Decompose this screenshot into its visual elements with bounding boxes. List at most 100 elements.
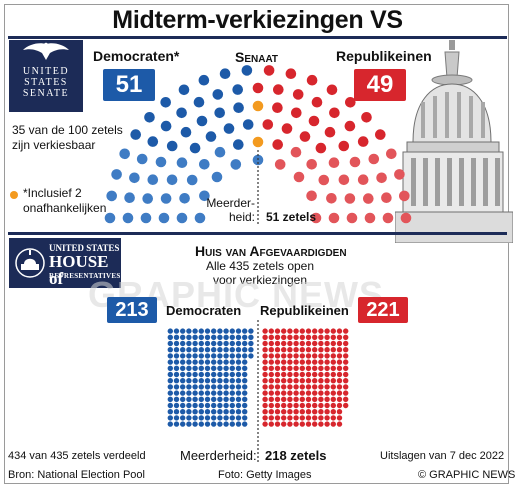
house-seat-dem bbox=[204, 378, 211, 384]
house-seat-dem bbox=[217, 384, 223, 390]
senate-seat bbox=[306, 190, 317, 202]
house-seat-rep bbox=[324, 347, 330, 353]
house-seat-dem bbox=[167, 359, 173, 365]
house-seat-rep bbox=[274, 365, 281, 371]
house-seat-dem bbox=[242, 347, 248, 353]
house-seat-dem bbox=[242, 378, 248, 384]
senate-seat bbox=[400, 212, 412, 224]
house-seat-rep bbox=[274, 334, 281, 340]
house-seat-rep bbox=[305, 365, 312, 371]
house-seat-rep bbox=[312, 396, 318, 402]
house-seat-dem bbox=[223, 328, 229, 334]
senate-seat bbox=[274, 159, 286, 170]
house-seat-rep bbox=[287, 371, 293, 378]
senate-seat bbox=[394, 169, 405, 180]
house-seat-rep bbox=[262, 409, 268, 415]
senate-seat bbox=[166, 140, 178, 152]
house-seat-dem bbox=[186, 390, 192, 396]
senate-seat bbox=[357, 136, 369, 147]
house-seat-dem bbox=[211, 396, 217, 402]
house-seat-dem bbox=[242, 421, 248, 427]
house-seat-rep bbox=[312, 390, 318, 396]
house-seat-rep bbox=[274, 353, 281, 359]
senate-seat bbox=[194, 212, 206, 224]
house-seat-dem bbox=[180, 353, 186, 359]
house-seat-dem bbox=[192, 347, 198, 353]
house-seat-rep bbox=[293, 396, 299, 402]
senate-seat bbox=[160, 97, 171, 108]
house-seat-dem bbox=[211, 415, 217, 421]
house-seat-rep bbox=[268, 353, 274, 359]
house-seat-rep bbox=[330, 415, 336, 421]
house-seat-dem bbox=[235, 334, 242, 340]
senate-seat bbox=[214, 107, 225, 119]
house-seat-rep bbox=[305, 371, 312, 378]
house-seat-dem bbox=[167, 353, 173, 359]
house-seat-rep bbox=[318, 359, 324, 365]
house-seat-rep bbox=[299, 409, 305, 415]
house-seat-rep bbox=[324, 371, 330, 378]
house-seat-dem bbox=[186, 409, 192, 415]
house-seat-dem bbox=[235, 378, 242, 384]
house-seat-rep bbox=[336, 359, 343, 365]
house-seat-dem bbox=[223, 415, 229, 421]
house-seat-dem bbox=[180, 396, 186, 402]
house-seat-dem bbox=[198, 371, 204, 378]
house-seat-dem bbox=[167, 402, 173, 409]
house-seat-dem bbox=[167, 390, 173, 396]
senate-majority-label-line: heid: bbox=[228, 210, 255, 224]
house-seat-dem bbox=[204, 402, 211, 409]
divider bbox=[8, 232, 507, 235]
house-seat-rep bbox=[281, 365, 287, 371]
house-seat-dem bbox=[173, 421, 180, 427]
house-seat-dem bbox=[173, 409, 180, 415]
house-seat-rep bbox=[305, 415, 312, 421]
house-seat-dem bbox=[180, 365, 186, 371]
house-seat-dem bbox=[217, 378, 223, 384]
house-seat-dem bbox=[192, 396, 198, 402]
senate-majority-label-line: Meerder- bbox=[206, 196, 255, 210]
house-seat-rep bbox=[336, 378, 343, 384]
house-seat-dem bbox=[173, 359, 180, 365]
house-seat-rep bbox=[330, 384, 336, 390]
house-seat-dem bbox=[204, 390, 211, 396]
house-seat-rep bbox=[312, 359, 318, 365]
house-seat-rep bbox=[262, 396, 268, 402]
house-seat-rep bbox=[330, 396, 336, 402]
house-seat-rep bbox=[324, 365, 330, 371]
senate-seat bbox=[364, 212, 376, 224]
house-seat-dem bbox=[198, 365, 204, 371]
house-seat-rep bbox=[281, 421, 287, 427]
house-seat-rep bbox=[281, 384, 287, 390]
house-seat-dem bbox=[198, 340, 204, 347]
senate-seat bbox=[308, 115, 320, 127]
house-seat-rep bbox=[343, 390, 349, 396]
house-seat-dem bbox=[192, 415, 198, 421]
house-seat-rep bbox=[343, 347, 349, 353]
house-seat-rep bbox=[281, 402, 287, 409]
senate-seat bbox=[311, 96, 323, 108]
senate-seat bbox=[281, 123, 293, 134]
senate-seat bbox=[349, 156, 361, 168]
house-seat-dem bbox=[223, 402, 229, 409]
house-seat-dem bbox=[229, 371, 235, 378]
senate-seat bbox=[291, 107, 302, 119]
house-seat-rep bbox=[312, 365, 318, 371]
house-distributed: 434 van 435 zetels verdeeld bbox=[8, 450, 146, 462]
house-seat-rep bbox=[343, 371, 349, 378]
house-seat-dem bbox=[173, 415, 180, 421]
house-seat-rep bbox=[293, 421, 299, 427]
house-subtitle: Alle 435 zetels open voor verkiezingen bbox=[190, 259, 330, 287]
senate-seat bbox=[346, 212, 358, 224]
house-seat-dem bbox=[229, 359, 235, 365]
house-seat-rep bbox=[330, 353, 336, 359]
house-seat-dem bbox=[204, 334, 211, 340]
house-seat-rep bbox=[343, 396, 349, 402]
house-seat-dem bbox=[198, 384, 204, 390]
house-seat-dem bbox=[204, 359, 211, 365]
house-seat-rep bbox=[262, 347, 268, 353]
house-seat-dem bbox=[204, 415, 211, 421]
house-seat-rep bbox=[312, 353, 318, 359]
senate-seat bbox=[252, 136, 264, 148]
senate-seat bbox=[285, 68, 297, 79]
